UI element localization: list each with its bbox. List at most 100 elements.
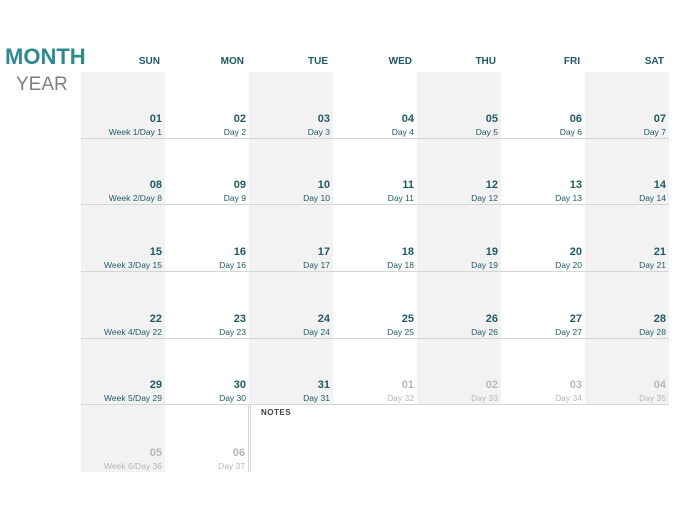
- day-cell[interactable]: 21 Day 21: [585, 205, 669, 272]
- day-number: 19: [485, 245, 498, 258]
- day-number: 13: [569, 179, 582, 192]
- day-number: 24: [317, 312, 330, 325]
- day-label: Day 32: [387, 393, 414, 404]
- dow-fri: FRI: [563, 56, 580, 67]
- day-number: 04: [401, 112, 414, 125]
- day-cell[interactable]: 20 Day 20: [501, 205, 585, 272]
- day-cell[interactable]: 12 Day 12: [417, 138, 501, 206]
- dow-wed: WED: [388, 56, 412, 67]
- day-label: Week 6/Day 36: [104, 460, 162, 471]
- day-label: Day 30: [219, 393, 246, 404]
- day-cell[interactable]: 04 Day 4: [333, 72, 417, 139]
- day-cell[interactable]: 05 Day 5: [417, 72, 501, 139]
- day-label: Day 31: [303, 393, 330, 404]
- day-label: Week 2/Day 8: [108, 193, 162, 204]
- day-number: 03: [569, 379, 582, 392]
- day-cell[interactable]: 02 Day 33: [417, 338, 501, 406]
- day-cell[interactable]: 03 Day 34: [501, 339, 585, 406]
- dow-mon: MON: [220, 56, 244, 67]
- day-number: 15: [149, 245, 162, 258]
- day-number: 03: [317, 112, 330, 125]
- day-cell[interactable]: 04 Day 35: [585, 338, 669, 406]
- day-cell[interactable]: 06 Day 6: [501, 72, 585, 139]
- day-label: Week 5/Day 29: [104, 393, 162, 404]
- day-number: 02: [233, 112, 246, 125]
- day-cell[interactable]: 19 Day 19: [417, 205, 501, 272]
- day-number: 21: [653, 245, 666, 258]
- day-label: Day 12: [471, 193, 498, 204]
- day-label: Day 4: [391, 126, 414, 137]
- day-cell[interactable]: 01 Week 1/Day 1: [81, 72, 165, 139]
- day-cell[interactable]: 22 Week 4/Day 22: [81, 271, 165, 339]
- day-label: Day 24: [303, 326, 330, 337]
- day-number: 05: [485, 112, 498, 125]
- day-label: Day 13: [555, 193, 582, 204]
- notes-area[interactable]: NOTES: [250, 405, 669, 472]
- day-number: 31: [317, 379, 330, 392]
- day-cell[interactable]: 25 Day 25: [333, 272, 417, 339]
- dow-sun: SUN: [138, 56, 160, 67]
- day-number: 07: [653, 112, 666, 125]
- day-label: Day 17: [303, 259, 330, 270]
- day-cell[interactable]: 08 Week 2/Day 8: [81, 138, 165, 206]
- day-number: 26: [485, 312, 498, 325]
- day-cell[interactable]: 16 Day 16: [165, 205, 249, 272]
- day-cell[interactable]: 13 Day 13: [501, 139, 585, 206]
- day-cell[interactable]: 29 Week 5/Day 29: [81, 338, 165, 406]
- dow-tue: TUE: [308, 56, 328, 67]
- day-number: 23: [233, 312, 246, 325]
- day-label: Day 9: [223, 193, 246, 204]
- day-cell[interactable]: 28 Day 28: [585, 271, 669, 339]
- day-number: 28: [653, 312, 666, 325]
- day-label: Day 28: [639, 326, 666, 337]
- day-label: Day 11: [387, 193, 414, 204]
- day-label: Week 3/Day 15: [104, 259, 162, 270]
- day-label: Day 10: [303, 193, 330, 204]
- day-label: Day 25: [387, 326, 414, 337]
- day-cell[interactable]: 05 Week 6/Day 36: [81, 405, 165, 472]
- day-cell[interactable]: 24 Day 24: [249, 271, 333, 339]
- day-label: Day 18: [387, 259, 414, 270]
- day-label: Week 1/Day 1: [108, 126, 162, 137]
- day-cell[interactable]: 07 Day 7: [585, 72, 669, 139]
- day-cell[interactable]: 18 Day 18: [333, 205, 417, 272]
- day-cell[interactable]: 23 Day 23: [165, 272, 249, 339]
- dow-thu: THU: [475, 56, 496, 67]
- day-cell[interactable]: 02 Day 2: [165, 72, 249, 139]
- day-label: Day 14: [639, 193, 666, 204]
- day-of-week-header: SUN MON TUE WED THU FRI SAT: [81, 56, 669, 70]
- day-cell[interactable]: 11 Day 11: [333, 139, 417, 206]
- day-label: Day 2: [223, 126, 246, 137]
- day-cell[interactable]: 17 Day 17: [249, 205, 333, 272]
- day-cell[interactable]: 30 Day 30: [165, 339, 249, 406]
- day-label: Day 20: [555, 259, 582, 270]
- day-number: 18: [401, 245, 414, 258]
- day-number: 25: [401, 312, 414, 325]
- day-cell[interactable]: 14 Day 14: [585, 138, 669, 206]
- day-number: 16: [233, 245, 246, 258]
- day-label: Day 34: [555, 393, 582, 404]
- day-cell[interactable]: 03 Day 3: [249, 72, 333, 139]
- day-cell[interactable]: 09 Day 9: [165, 139, 249, 206]
- day-number: 14: [653, 179, 666, 192]
- day-number: 10: [317, 179, 330, 192]
- notes-label: NOTES: [261, 408, 292, 417]
- day-label: Day 7: [643, 126, 666, 137]
- day-label: Day 21: [639, 259, 666, 270]
- day-number: 20: [569, 245, 582, 258]
- month-title: MONTH: [5, 44, 86, 69]
- day-number: 29: [149, 379, 162, 392]
- day-cell[interactable]: 01 Day 32: [333, 339, 417, 406]
- day-number: 02: [485, 379, 498, 392]
- day-cell[interactable]: 31 Day 31: [249, 338, 333, 406]
- day-cell[interactable]: 10 Day 10: [249, 138, 333, 206]
- day-cell[interactable]: 15 Week 3/Day 15: [81, 205, 165, 272]
- day-number: 01: [401, 379, 414, 392]
- day-label: Day 26: [471, 326, 498, 337]
- day-cell[interactable]: 27 Day 27: [501, 272, 585, 339]
- day-number: 09: [233, 179, 246, 192]
- day-cell[interactable]: 26 Day 26: [417, 271, 501, 339]
- day-cell[interactable]: 06 Day 37: [165, 405, 249, 472]
- day-number: 06: [232, 446, 245, 459]
- dow-sat: SAT: [644, 56, 664, 67]
